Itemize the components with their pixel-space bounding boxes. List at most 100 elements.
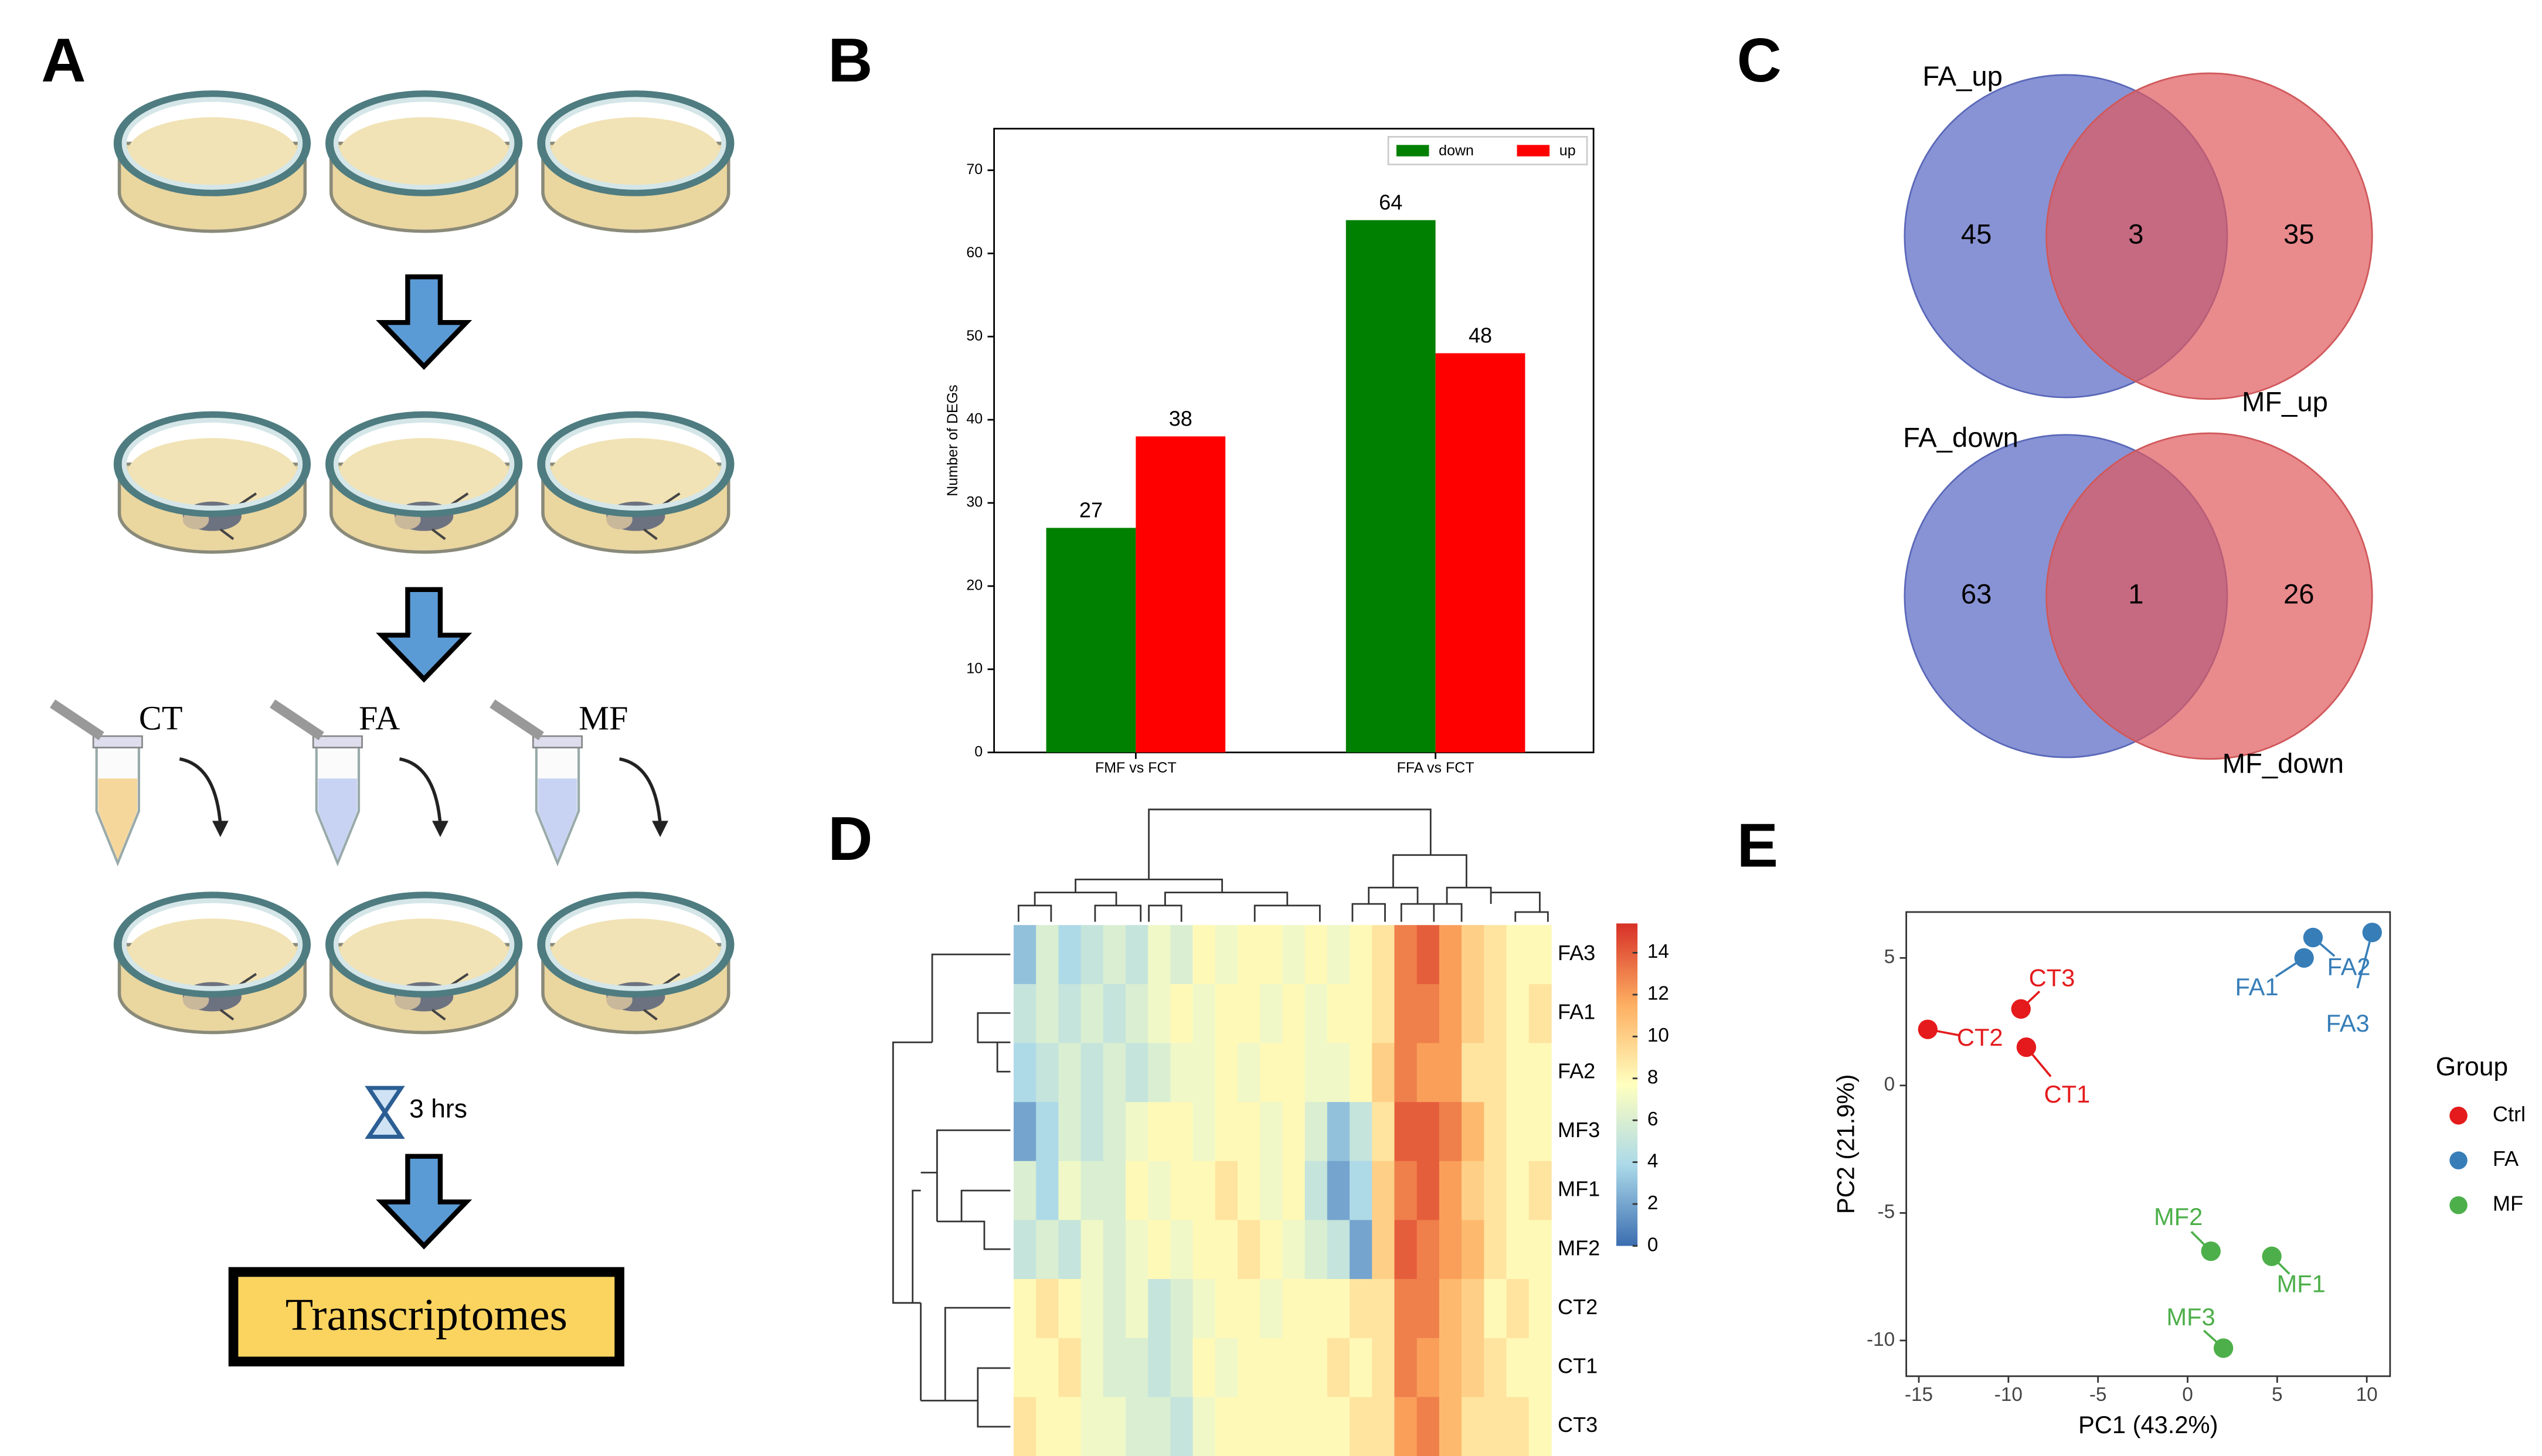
heat-cell [1462, 1279, 1485, 1339]
heat-cell [1506, 1338, 1530, 1398]
point [1918, 1019, 1938, 1039]
heat-cell [1058, 1161, 1082, 1221]
point-label: FA1 [2235, 973, 2279, 1001]
legend-label: FA [2493, 1147, 2519, 1171]
set-label: MF_up [2242, 387, 2328, 418]
heat-cell [1528, 1102, 1552, 1162]
heat-cell [1170, 1043, 1194, 1103]
heat-cell [1192, 1043, 1216, 1103]
heat-cell [1394, 1279, 1418, 1339]
heat-cell [1058, 1220, 1082, 1280]
heat-cell [1058, 925, 1082, 985]
heat-cell [1126, 1043, 1149, 1103]
heat-cell [1103, 1220, 1126, 1280]
heat-cell [1013, 1220, 1037, 1280]
heat-cell [1304, 1161, 1328, 1221]
heat-cell [1372, 1338, 1395, 1398]
heat-cell [1462, 1220, 1485, 1280]
heat-cell [1439, 1043, 1462, 1103]
arrow-head [652, 821, 668, 838]
y-tick-label: -5 [1878, 1201, 1895, 1223]
pipette [270, 699, 324, 740]
legend-dot [2449, 1151, 2468, 1169]
heat-cell [1528, 1161, 1552, 1221]
heat-cell [1192, 1279, 1216, 1339]
heat-cell [1058, 1279, 1082, 1339]
dish-rim-light [545, 417, 726, 511]
heat-cell [1528, 1279, 1552, 1339]
heat-cell [1394, 1338, 1418, 1398]
point [2213, 1338, 2234, 1358]
curved-arrow [399, 757, 442, 825]
heat-cell [1238, 925, 1261, 985]
heat-cell [1260, 1279, 1283, 1339]
dish-medium [127, 438, 297, 510]
column-dendrogram [1017, 808, 1549, 922]
heat-cell [1215, 1102, 1238, 1162]
point [2201, 1241, 2221, 1261]
heat-cell [1036, 1279, 1059, 1339]
heat-cell [1103, 1338, 1126, 1398]
tube-cap [532, 735, 583, 749]
heat-cell [1058, 1397, 1082, 1456]
heat-cell [1394, 1161, 1418, 1221]
heat-cell [1416, 1102, 1440, 1162]
heat-cell [1260, 1161, 1283, 1221]
tube-cap [312, 735, 363, 749]
heat-cell [1350, 1279, 1373, 1339]
dish-medium [127, 918, 297, 991]
heat-cell [1238, 1279, 1261, 1339]
heat-cell [1148, 1397, 1171, 1456]
heat-cell [1058, 1043, 1082, 1103]
point-label: MF2 [2154, 1203, 2203, 1230]
heat-cell [1282, 1043, 1306, 1103]
heat-cell [1260, 1102, 1283, 1162]
heat-cell [1394, 1043, 1418, 1103]
hourglass [365, 1086, 405, 1139]
heat-cell [1462, 1338, 1485, 1398]
heat-cell [1304, 1220, 1328, 1280]
venn-count: 35 [2283, 219, 2315, 250]
heat-cell [1013, 1161, 1037, 1221]
heat-cell [1439, 1220, 1462, 1280]
venn-set [2045, 72, 2373, 400]
legend-label: MF [2493, 1192, 2523, 1216]
heat-cell [1260, 984, 1283, 1044]
heat-cell [1036, 1220, 1059, 1280]
heat-cell [1439, 1338, 1462, 1398]
heat-cell [1506, 1220, 1530, 1280]
venn-count: 45 [1961, 219, 1992, 250]
heat-cell [1350, 1161, 1373, 1221]
heat-cell [1013, 1338, 1037, 1398]
heat-cell [1238, 1043, 1261, 1103]
data-label: 64 [1379, 190, 1402, 214]
bar [1345, 220, 1436, 753]
heat-cell [1282, 1279, 1306, 1339]
legend-dot [2449, 1107, 2468, 1125]
x-tick-label: 10 [2356, 1384, 2378, 1406]
heat-cell [1080, 1102, 1104, 1162]
heat-cell [1462, 1043, 1485, 1103]
heat-cell [1013, 1043, 1037, 1103]
heat-cell [1215, 984, 1238, 1044]
heat-cell [1260, 1338, 1283, 1398]
heat-cell [1192, 1161, 1216, 1221]
legend-dot [2449, 1196, 2468, 1215]
venn-count: 63 [1961, 579, 1992, 610]
heat-cell [1372, 1397, 1395, 1456]
heat-cell [1506, 984, 1530, 1044]
heat-cell [1327, 1161, 1350, 1221]
point-label: FA3 [2326, 1009, 2370, 1037]
heat-cell [1170, 1338, 1194, 1398]
heat-cell [1350, 1397, 1373, 1456]
legend-label: Ctrl [2493, 1102, 2526, 1126]
heat-cell [1192, 1102, 1216, 1162]
heat-cell [1238, 1338, 1261, 1398]
dish-medium [550, 918, 721, 991]
tube-liquid [98, 778, 138, 860]
dish-rim [113, 892, 311, 998]
arrow-head [432, 821, 448, 838]
heat-cell [1484, 1043, 1507, 1103]
heat-cell [1462, 1397, 1485, 1456]
heat-cell [1080, 1279, 1104, 1339]
